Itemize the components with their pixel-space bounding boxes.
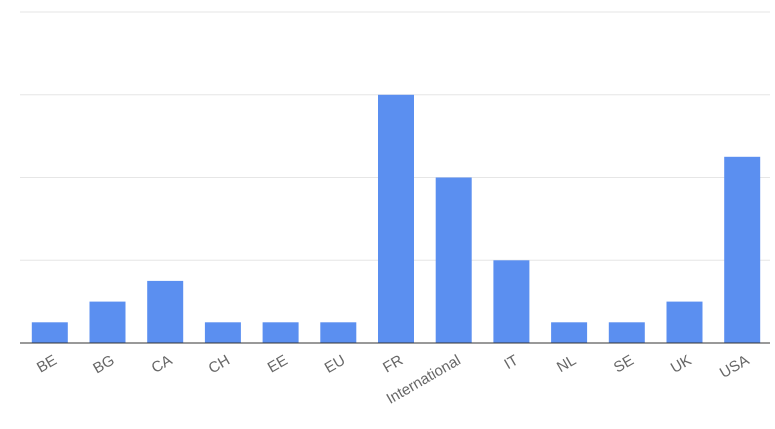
x-tick-label-ch: CH [206,352,233,378]
bar-nl [551,322,588,343]
bar-eu [320,322,357,343]
bar-ee [262,322,299,343]
bar-se [608,322,645,343]
bars [31,94,761,344]
x-tick-label-be: BE [34,352,60,377]
bar-bg [89,301,126,343]
bar-ca [147,280,184,343]
x-tick-label-ee: EE [265,352,291,377]
bar-it [493,260,530,344]
bar-usa [724,156,761,343]
x-tick-label-bg: BG [90,352,117,378]
bar-be [31,322,68,343]
bar-fr [378,94,414,344]
x-tick-label-ca: CA [149,352,176,377]
x-tick-label-usa: USA [717,352,752,382]
bar-ch [204,322,241,343]
x-tick-label-it: IT [501,352,521,373]
x-tick-label-uk: UK [668,352,695,377]
bar-uk [666,301,703,343]
x-tick-label-se: SE [611,352,637,377]
x-tick-label-eu: EU [322,352,349,377]
x-tick-label-nl: NL [554,352,579,376]
x-tick-label-fr: FR [380,352,406,377]
bar-international [435,177,472,343]
